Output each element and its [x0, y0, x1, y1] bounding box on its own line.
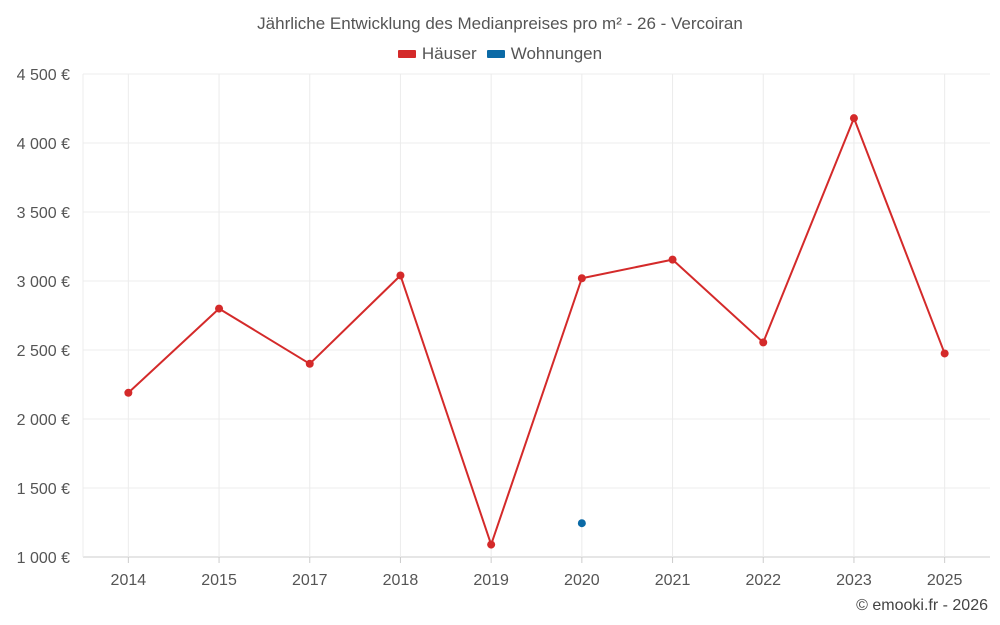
- legend-item-haeuser[interactable]: Häuser: [397, 44, 477, 64]
- x-tick-label: 2014: [111, 572, 147, 589]
- y-tick-label: 4 500 €: [17, 67, 70, 84]
- legend-label-wohnungen: Wohnungen: [510, 44, 603, 63]
- y-tick-label: 2 000 €: [17, 412, 70, 429]
- x-tick-label: 2015: [201, 572, 237, 589]
- legend-label-haeuser: Häuser: [421, 44, 477, 63]
- data-point-haeuser: [305, 359, 314, 368]
- data-point-haeuser: [396, 271, 405, 280]
- x-tick-label: 2022: [745, 572, 781, 589]
- data-point-haeuser: [124, 388, 133, 397]
- data-point-haeuser: [849, 114, 858, 123]
- legend-item-wohnungen[interactable]: Wohnungen: [486, 44, 603, 64]
- legend-swatch-haeuser: [397, 50, 416, 58]
- y-tick-label: 2 500 €: [17, 343, 70, 360]
- chart-title: Jährliche Entwicklung des Medianpreises …: [257, 14, 743, 33]
- axis-layer: 1 000 € 1 500 € 2 000 € 2 500 € 3 000 € 3 500…: [17, 67, 963, 589]
- legend-swatch-wohnungen: [486, 50, 505, 58]
- y-tick-label: 3 000 €: [17, 274, 70, 291]
- data-point-haeuser: [487, 540, 496, 549]
- copyright-notice: © emooki.fr - 2026: [856, 597, 988, 614]
- legend: Häuser Wohnungen: [0, 44, 1000, 64]
- x-tick-label: 2019: [473, 572, 509, 589]
- x-tick-label: 2018: [383, 572, 419, 589]
- x-tick-label: 2023: [836, 572, 872, 589]
- x-tick-label: 2020: [564, 572, 600, 589]
- data-point-wohnungen: [577, 519, 586, 528]
- series-line-haeuser: [127, 117, 946, 546]
- x-tick-label: 2025: [927, 572, 963, 589]
- series-layer: [124, 114, 949, 549]
- data-point-haeuser: [940, 349, 949, 358]
- data-point-haeuser: [215, 304, 224, 313]
- y-tick-label: 1 000 €: [17, 550, 70, 567]
- y-tick-label: 3 500 €: [17, 205, 70, 222]
- data-point-haeuser: [668, 255, 677, 264]
- grid-layer: [82, 73, 990, 558]
- y-tick-label: 4 000 €: [17, 136, 70, 153]
- x-tick-label: 2021: [655, 572, 691, 589]
- y-tick-label: 1 500 €: [17, 481, 70, 498]
- data-point-haeuser: [577, 274, 586, 283]
- x-tick-label: 2017: [292, 572, 328, 589]
- data-point-haeuser: [759, 338, 768, 347]
